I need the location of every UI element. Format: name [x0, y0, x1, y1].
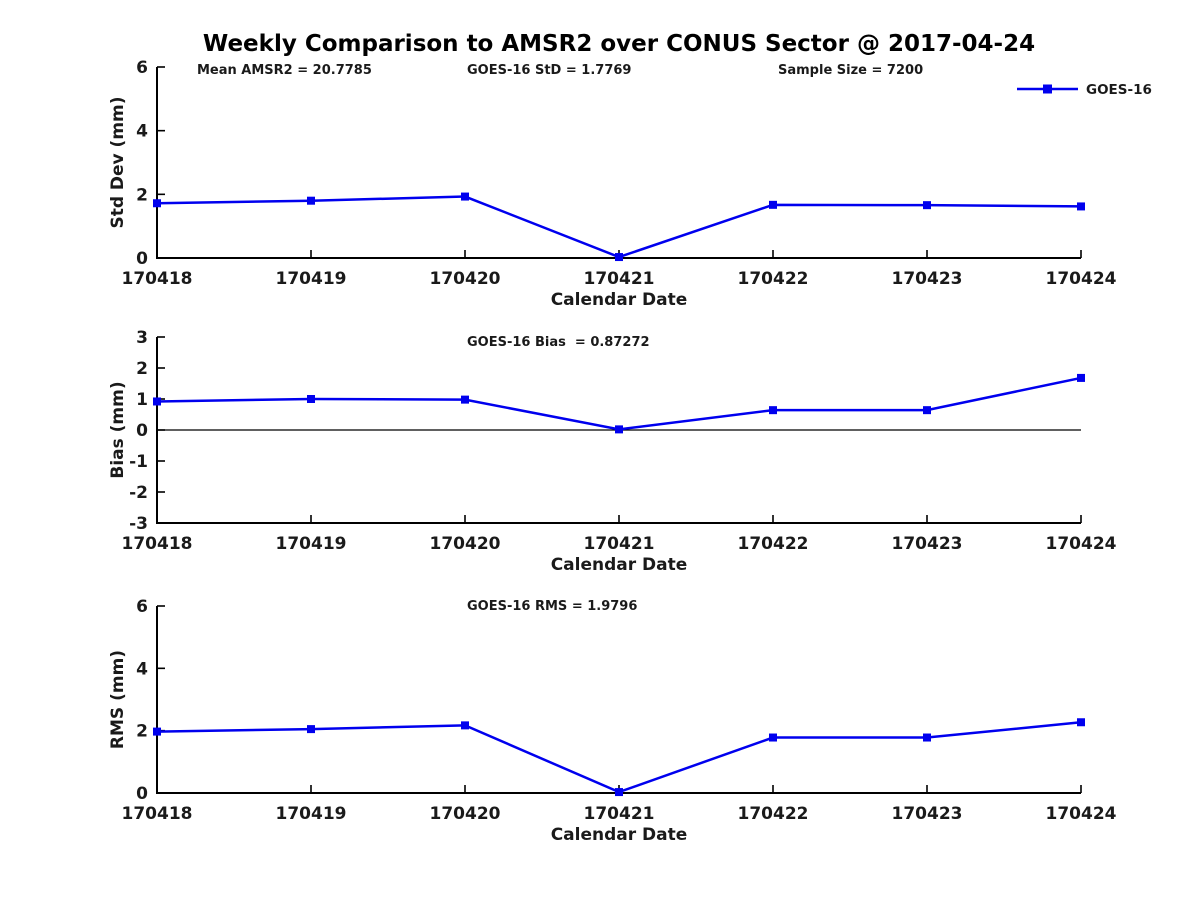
axis-line — [156, 67, 1081, 259]
data-point-marker — [153, 199, 161, 208]
data-point-marker — [615, 788, 623, 797]
x-tick-label: 170421 — [584, 534, 655, 554]
x-tick-label: 170419 — [276, 269, 347, 289]
y-axis-title: Std Dev (mm) — [108, 96, 128, 228]
data-point-marker — [769, 733, 777, 742]
y-tick-label: 2 — [136, 185, 148, 205]
y-tick-label: 1 — [136, 390, 148, 410]
x-tick-label: 170420 — [430, 269, 501, 289]
data-point-marker — [769, 406, 777, 415]
legend-marker — [1043, 84, 1052, 94]
x-tick-label: 170423 — [892, 804, 963, 824]
x-tick-label: 170422 — [738, 534, 809, 554]
stat-annotation: GOES-16 Bias = 0.87272 — [467, 335, 650, 350]
data-point-marker — [923, 201, 931, 210]
x-tick-label: 170420 — [430, 534, 501, 554]
data-point-marker — [307, 395, 315, 403]
data-point-marker — [153, 397, 161, 406]
stat-annotation: Sample Size = 7200 — [778, 63, 923, 78]
y-tick-label: 0 — [136, 421, 148, 441]
stat-annotation: GOES-16 StD = 1.7769 — [467, 63, 631, 78]
x-axis-title: Calendar Date — [551, 555, 688, 575]
x-tick-label: 170421 — [584, 269, 655, 289]
axis-line — [156, 606, 1081, 794]
data-point-marker — [615, 425, 623, 434]
stat-annotation: Mean AMSR2 = 20.7785 — [197, 63, 372, 78]
data-point-marker — [307, 725, 315, 734]
y-tick-label: 0 — [136, 249, 148, 269]
x-axis-title: Calendar Date — [551, 290, 688, 310]
x-tick-label: 170423 — [892, 269, 963, 289]
x-tick-label: 170422 — [738, 269, 809, 289]
data-point-marker — [307, 196, 315, 205]
data-point-marker — [461, 395, 469, 404]
x-tick-label: 170424 — [1046, 534, 1117, 554]
y-axis-title: RMS (mm) — [108, 650, 128, 749]
x-tick-label: 170419 — [276, 534, 347, 554]
data-point-marker — [461, 721, 469, 730]
legend-label: GOES-16 — [1086, 82, 1152, 98]
data-point-marker — [1077, 202, 1085, 211]
x-tick-label: 170424 — [1046, 804, 1117, 824]
x-tick-label: 170421 — [584, 804, 655, 824]
data-point-marker — [923, 733, 931, 742]
data-point-marker — [461, 192, 469, 201]
x-tick-label: 170418 — [122, 534, 193, 554]
y-tick-label: 2 — [136, 359, 148, 379]
chart-title: Weekly Comparison to AMSR2 over CONUS Se… — [202, 31, 1036, 57]
data-line — [156, 195, 1082, 259]
y-tick-label: 0 — [136, 784, 148, 804]
data-line — [156, 376, 1082, 431]
y-tick-label: 4 — [136, 659, 148, 679]
x-tick-label: 170420 — [430, 804, 501, 824]
data-point-marker — [153, 727, 161, 736]
data-point-marker — [1077, 373, 1085, 382]
x-tick-label: 170423 — [892, 534, 963, 554]
x-tick-label: 170419 — [276, 804, 347, 824]
data-point-marker — [923, 406, 931, 415]
x-tick-label: 170418 — [122, 804, 193, 824]
y-tick-label: 4 — [136, 122, 148, 142]
y-axis-title: Bias (mm) — [108, 381, 128, 478]
y-tick-label: 6 — [136, 58, 148, 78]
data-point-marker — [769, 200, 777, 209]
y-tick-label: -2 — [129, 483, 148, 503]
y-tick-label: 3 — [136, 328, 148, 348]
x-tick-label: 170422 — [738, 804, 809, 824]
x-axis-title: Calendar Date — [551, 825, 688, 845]
y-tick-label: 6 — [136, 597, 148, 617]
data-line — [156, 721, 1082, 794]
data-point-marker — [1077, 718, 1085, 727]
y-tick-label: -3 — [129, 514, 148, 534]
stat-annotation: GOES-16 RMS = 1.9796 — [467, 599, 637, 614]
x-tick-label: 170424 — [1046, 269, 1117, 289]
x-tick-label: 170418 — [122, 269, 193, 289]
data-point-marker — [615, 253, 623, 262]
y-tick-label: 2 — [136, 722, 148, 742]
y-tick-label: -1 — [129, 452, 148, 472]
